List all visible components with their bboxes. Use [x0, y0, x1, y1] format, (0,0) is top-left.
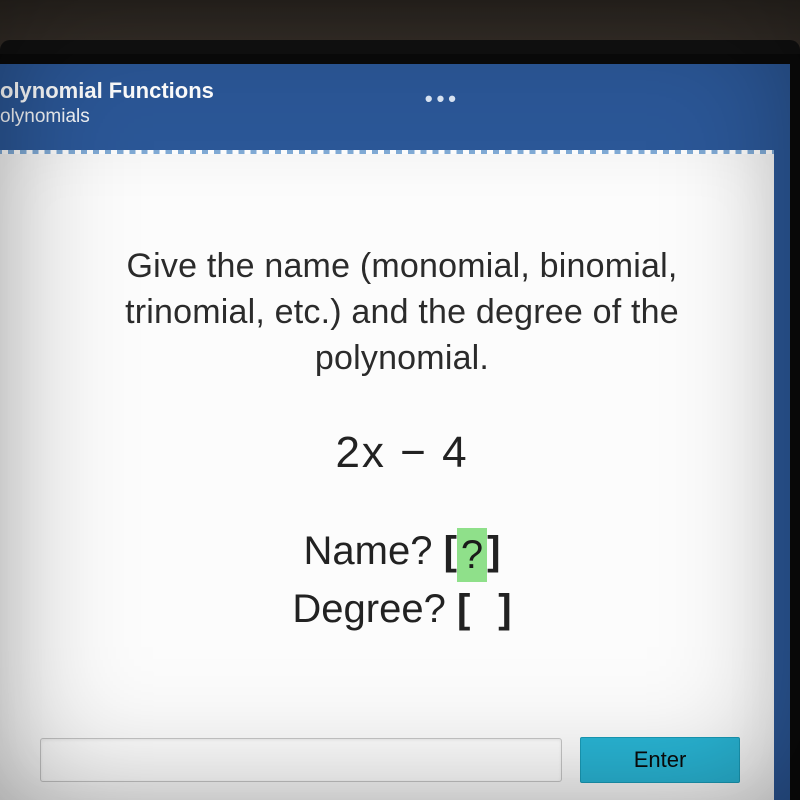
screen-area: olynomial Functions olynomials ••• Give … [0, 64, 790, 800]
bracket-open-2: [ [457, 587, 470, 631]
prompt-line-1: Give the name (monomial, binomial, [126, 247, 677, 285]
bracket-close-2: ] [498, 587, 511, 631]
bracket-close: ] [487, 529, 500, 573]
enter-button[interactable]: Enter [580, 737, 740, 783]
name-answer-slot[interactable]: ? [457, 528, 487, 582]
degree-label: Degree? [292, 587, 445, 631]
degree-answer-row: Degree? [ ] [60, 582, 744, 636]
prompt-line-2: trinomial, etc.) and the degree of the [125, 293, 679, 331]
name-label: Name? [304, 529, 433, 573]
menu-dots-icon[interactable]: ••• [425, 86, 460, 112]
input-bar: Enter [0, 730, 758, 800]
lesson-title: olynomial Functions [0, 78, 772, 104]
question-prompt: Give the name (monomial, binomial, trino… [82, 244, 722, 382]
name-answer-row: Name? [?] [60, 524, 744, 582]
monitor-bezel: olynomial Functions olynomials ••• Give … [0, 40, 800, 800]
lesson-subtitle: olynomials [0, 106, 772, 128]
polynomial-expression: 2x − 4 [60, 428, 744, 478]
bracket-open: [ [444, 529, 457, 573]
prompt-line-3: polynomial. [315, 339, 489, 377]
lesson-header: olynomial Functions olynomials ••• [0, 64, 790, 140]
question-card: Give the name (monomial, binomial, trino… [0, 150, 774, 800]
answer-section: Name? [?] Degree? [ ] [60, 524, 744, 636]
answer-input[interactable] [40, 738, 562, 782]
